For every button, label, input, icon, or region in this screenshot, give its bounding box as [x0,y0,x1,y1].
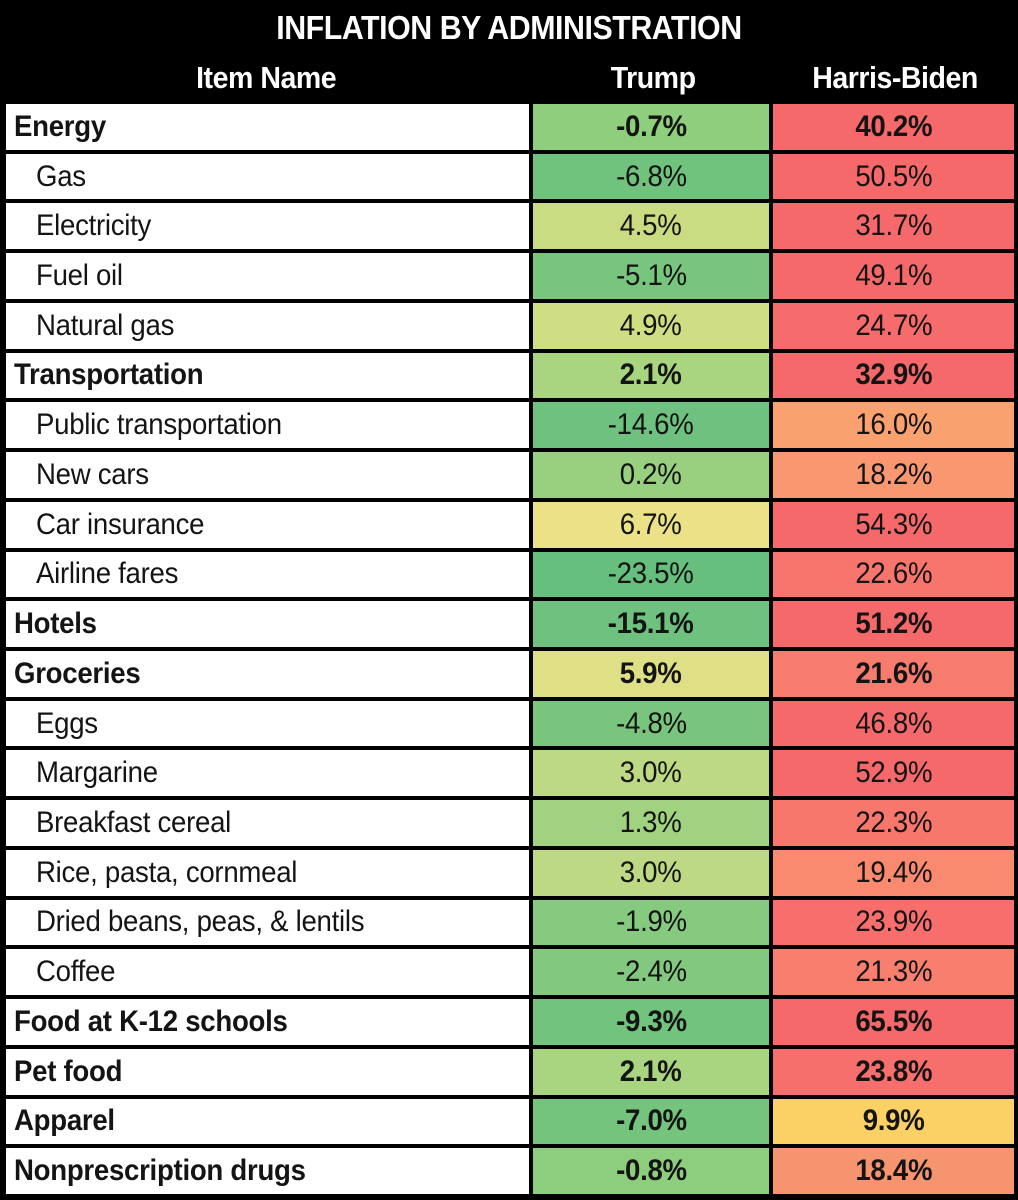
trump-value-cell: 3.0% [533,849,769,896]
row-item-name: Margarine [6,750,529,797]
harris-biden-value-cell: 23.8% [773,1048,1014,1095]
row-item-name: Food at K-12 schools [6,999,529,1045]
row-item-name: Apparel [6,1098,529,1145]
harris-biden-value-cell: 52.9% [773,750,1014,797]
trump-value-cell: 5.9% [533,650,769,697]
harris-biden-value-cell: 51.2% [773,601,1014,647]
row-item-name: Natural gas [6,302,529,349]
harris-biden-value-cell: 18.2% [773,452,1014,498]
harris-biden-value-cell: 65.5% [773,999,1014,1045]
trump-value-cell: 3.0% [533,750,769,797]
harris-biden-value-cell: 22.6% [773,551,1014,598]
harris-biden-value-cell: 40.2% [773,104,1014,150]
trump-value-cell: 2.1% [533,352,769,399]
trump-value-cell: -0.8% [533,1148,769,1194]
harris-biden-value-cell: 16.0% [773,402,1014,449]
harris-biden-value-cell: 46.8% [773,700,1014,747]
column-header-item: Item Name [196,59,337,95]
trump-value-cell: -15.1% [533,601,769,647]
row-item-name: Transportation [6,352,529,399]
row-item-name: New cars [6,452,529,498]
row-item-name: Groceries [6,650,529,697]
trump-value-cell: -14.6% [533,402,769,449]
harris-biden-value-cell: 31.7% [773,203,1014,250]
table-body: Energy -0.7% 40.2% Gas -6.8% 50.5% Electricity… [0,100,1018,1200]
harris-biden-value-cell: 22.3% [773,800,1014,846]
trump-value-cell: -5.1% [533,253,769,299]
trump-value-cell: -1.9% [533,899,769,946]
row-item-name: Pet food [6,1048,529,1095]
row-item-name: Rice, pasta, cornmeal [6,849,529,896]
harris-biden-value-cell: 32.9% [773,352,1014,399]
row-item-name: Airline fares [6,551,529,598]
harris-biden-value-cell: 50.5% [773,153,1014,200]
trump-value-cell: 4.5% [533,203,769,250]
row-item-name: Breakfast cereal [6,800,529,846]
trump-value-cell: -23.5% [533,551,769,598]
trump-value-cell: 4.9% [533,302,769,349]
trump-value-cell: 6.7% [533,501,769,548]
trump-value-cell: -7.0% [533,1098,769,1145]
harris-biden-value-cell: 9.9% [773,1098,1014,1145]
harris-biden-value-cell: 21.3% [773,949,1014,996]
row-item-name: Electricity [6,203,529,250]
row-item-name: Coffee [6,949,529,996]
harris-biden-value-cell: 19.4% [773,849,1014,896]
trump-value-cell: 2.1% [533,1048,769,1095]
harris-biden-value-cell: 21.6% [773,650,1014,697]
row-item-name: Hotels [6,601,529,647]
harris-biden-value-cell: 23.9% [773,899,1014,946]
row-item-name: Fuel oil [6,253,529,299]
harris-biden-value-cell: 24.7% [773,302,1014,349]
table-header-row: Item Name Trump Harris-Biden [0,55,1018,100]
column-header-harris-biden: Harris-Biden [812,59,979,95]
row-item-name: Gas [6,153,529,200]
trump-value-cell: 1.3% [533,800,769,846]
harris-biden-value-cell: 18.4% [773,1148,1014,1194]
poster-title: INFLATION BY ADMINISTRATION [276,8,742,46]
trump-value-cell: -4.8% [533,700,769,747]
row-item-name: Dried beans, peas, & lentils [6,899,529,946]
harris-biden-value-cell: 49.1% [773,253,1014,299]
row-item-name: Nonprescription drugs [6,1148,529,1194]
row-item-name: Energy [6,104,529,150]
poster-title-bar: INFLATION BY ADMINISTRATION [0,0,1018,55]
row-item-name: Eggs [6,700,529,747]
trump-value-cell: -0.7% [533,104,769,150]
row-item-name: Public transportation [6,402,529,449]
column-header-trump: Trump [610,59,696,95]
trump-value-cell: -2.4% [533,949,769,996]
trump-value-cell: -9.3% [533,999,769,1045]
row-item-name: Car insurance [6,501,529,548]
harris-biden-value-cell: 54.3% [773,501,1014,548]
trump-value-cell: -6.8% [533,153,769,200]
trump-value-cell: 0.2% [533,452,769,498]
